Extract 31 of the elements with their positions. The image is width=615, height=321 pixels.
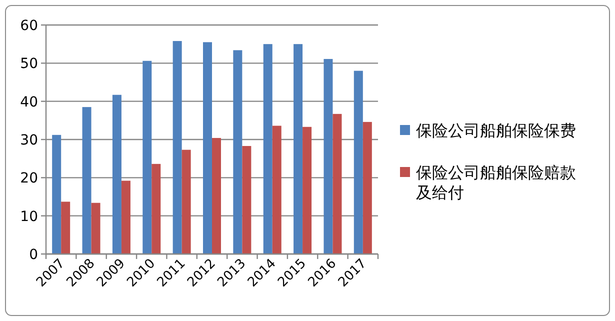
bar bbox=[362, 122, 372, 254]
bar bbox=[272, 126, 282, 254]
bar bbox=[172, 41, 182, 254]
bar bbox=[294, 44, 303, 254]
y-tick-label: 0 bbox=[29, 247, 38, 263]
y-tick-label: 40 bbox=[20, 94, 38, 110]
bar bbox=[332, 114, 342, 254]
bar bbox=[263, 44, 272, 254]
y-tick-label: 50 bbox=[20, 56, 38, 72]
bar bbox=[152, 164, 161, 254]
bar bbox=[354, 70, 363, 254]
y-tick-label: 30 bbox=[20, 132, 38, 148]
bar bbox=[91, 202, 100, 254]
bar bbox=[182, 150, 191, 254]
bar bbox=[324, 58, 333, 254]
bar bbox=[242, 146, 252, 254]
bar bbox=[82, 107, 92, 254]
bar bbox=[112, 94, 122, 254]
y-tick-label: 20 bbox=[20, 170, 38, 187]
bar bbox=[52, 134, 62, 254]
legend-label: 保险公司船舶保险赔款及给付 bbox=[416, 163, 576, 202]
bar bbox=[61, 202, 70, 254]
bar bbox=[302, 126, 312, 254]
bar bbox=[233, 50, 242, 254]
bar bbox=[142, 60, 152, 254]
legend-label: 保险公司船舶保险保费 bbox=[416, 121, 576, 140]
bar bbox=[203, 42, 212, 254]
y-tick-label: 60 bbox=[20, 18, 38, 34]
bar bbox=[121, 180, 130, 254]
y-tick-label: 10 bbox=[20, 208, 38, 225]
bar bbox=[212, 138, 221, 254]
